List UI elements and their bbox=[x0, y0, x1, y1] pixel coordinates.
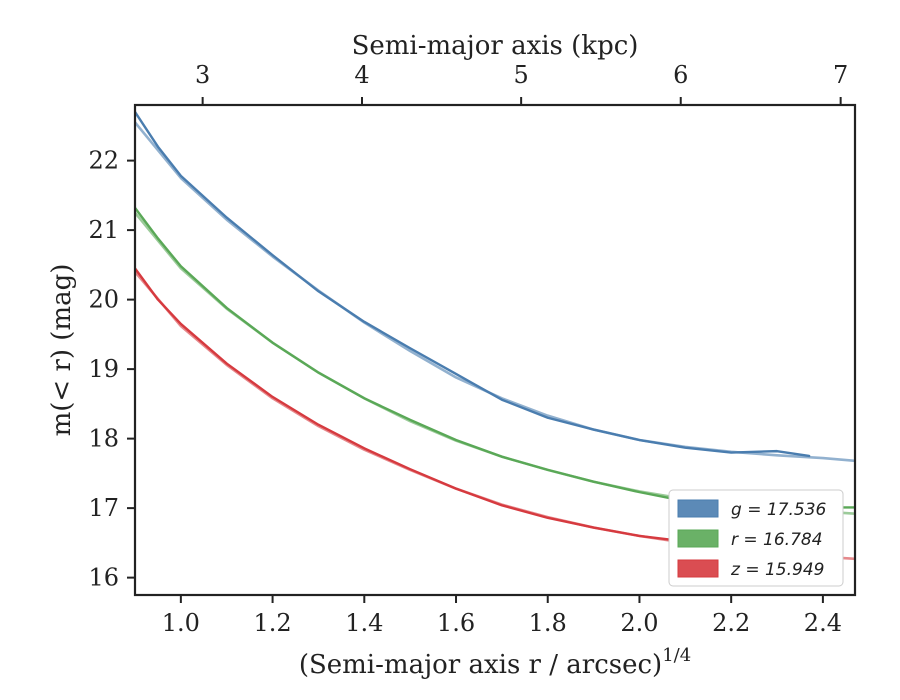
x-tick-label: 1.4 bbox=[345, 609, 383, 637]
top-x-tick-label: 6 bbox=[673, 61, 688, 89]
legend-label-g: g = 17.536 bbox=[731, 500, 827, 520]
legend: g = 17.536 r = 16.784 z = 15.949 bbox=[668, 489, 844, 587]
top-x-axis-title: Semi-major axis (kpc) bbox=[352, 31, 639, 61]
left-y-axis: 16 17 18 19 20 21 22 bbox=[88, 147, 135, 592]
y-tick-label: 19 bbox=[88, 355, 119, 383]
x-tick-label: 2.0 bbox=[620, 609, 658, 637]
x-tick-label: 1.8 bbox=[529, 609, 567, 637]
series-layer bbox=[135, 110, 855, 561]
top-x-tick-label: 5 bbox=[513, 61, 528, 89]
top-x-tick-label: 4 bbox=[354, 61, 369, 89]
y-tick-label: 20 bbox=[88, 286, 119, 314]
legend-swatch-r bbox=[677, 529, 719, 548]
x-tick-label: 1.0 bbox=[162, 609, 200, 637]
x-tick-label: 2.4 bbox=[804, 609, 842, 637]
plot-frame bbox=[133, 103, 857, 597]
legend-swatch-z bbox=[677, 559, 719, 578]
series-g-model-line bbox=[135, 121, 855, 463]
x-axis-title: (Semi-major axis r / arcsec)1/4 bbox=[299, 645, 691, 680]
series-r-model-line bbox=[135, 211, 855, 515]
bottom-x-axis: 1.0 1.2 1.4 1.6 1.8 2.0 2.2 2.4 bbox=[162, 595, 842, 637]
x-tick-label: 1.6 bbox=[437, 609, 475, 637]
legend-label-r: r = 16.784 bbox=[731, 530, 823, 550]
series-g-data-line bbox=[135, 110, 811, 458]
legend-label-z: z = 15.949 bbox=[730, 560, 824, 580]
top-x-axis: 3 4 5 6 7 bbox=[195, 61, 848, 105]
y-tick-label: 18 bbox=[88, 425, 119, 453]
y-tick-label: 22 bbox=[88, 147, 119, 175]
legend-swatch-g bbox=[677, 499, 719, 518]
y-tick-label: 16 bbox=[88, 564, 119, 592]
top-x-tick-label: 7 bbox=[833, 61, 848, 89]
x-tick-label: 2.2 bbox=[712, 609, 750, 637]
top-x-tick-label: 3 bbox=[195, 61, 210, 89]
y-tick-label: 21 bbox=[88, 216, 119, 244]
y-tick-label: 17 bbox=[88, 494, 119, 522]
series-r-data-line bbox=[135, 206, 855, 509]
y-axis-title: m(< r) (mag) bbox=[47, 264, 77, 437]
x-tick-label: 1.2 bbox=[253, 609, 291, 637]
series-z-data-line bbox=[135, 267, 715, 545]
